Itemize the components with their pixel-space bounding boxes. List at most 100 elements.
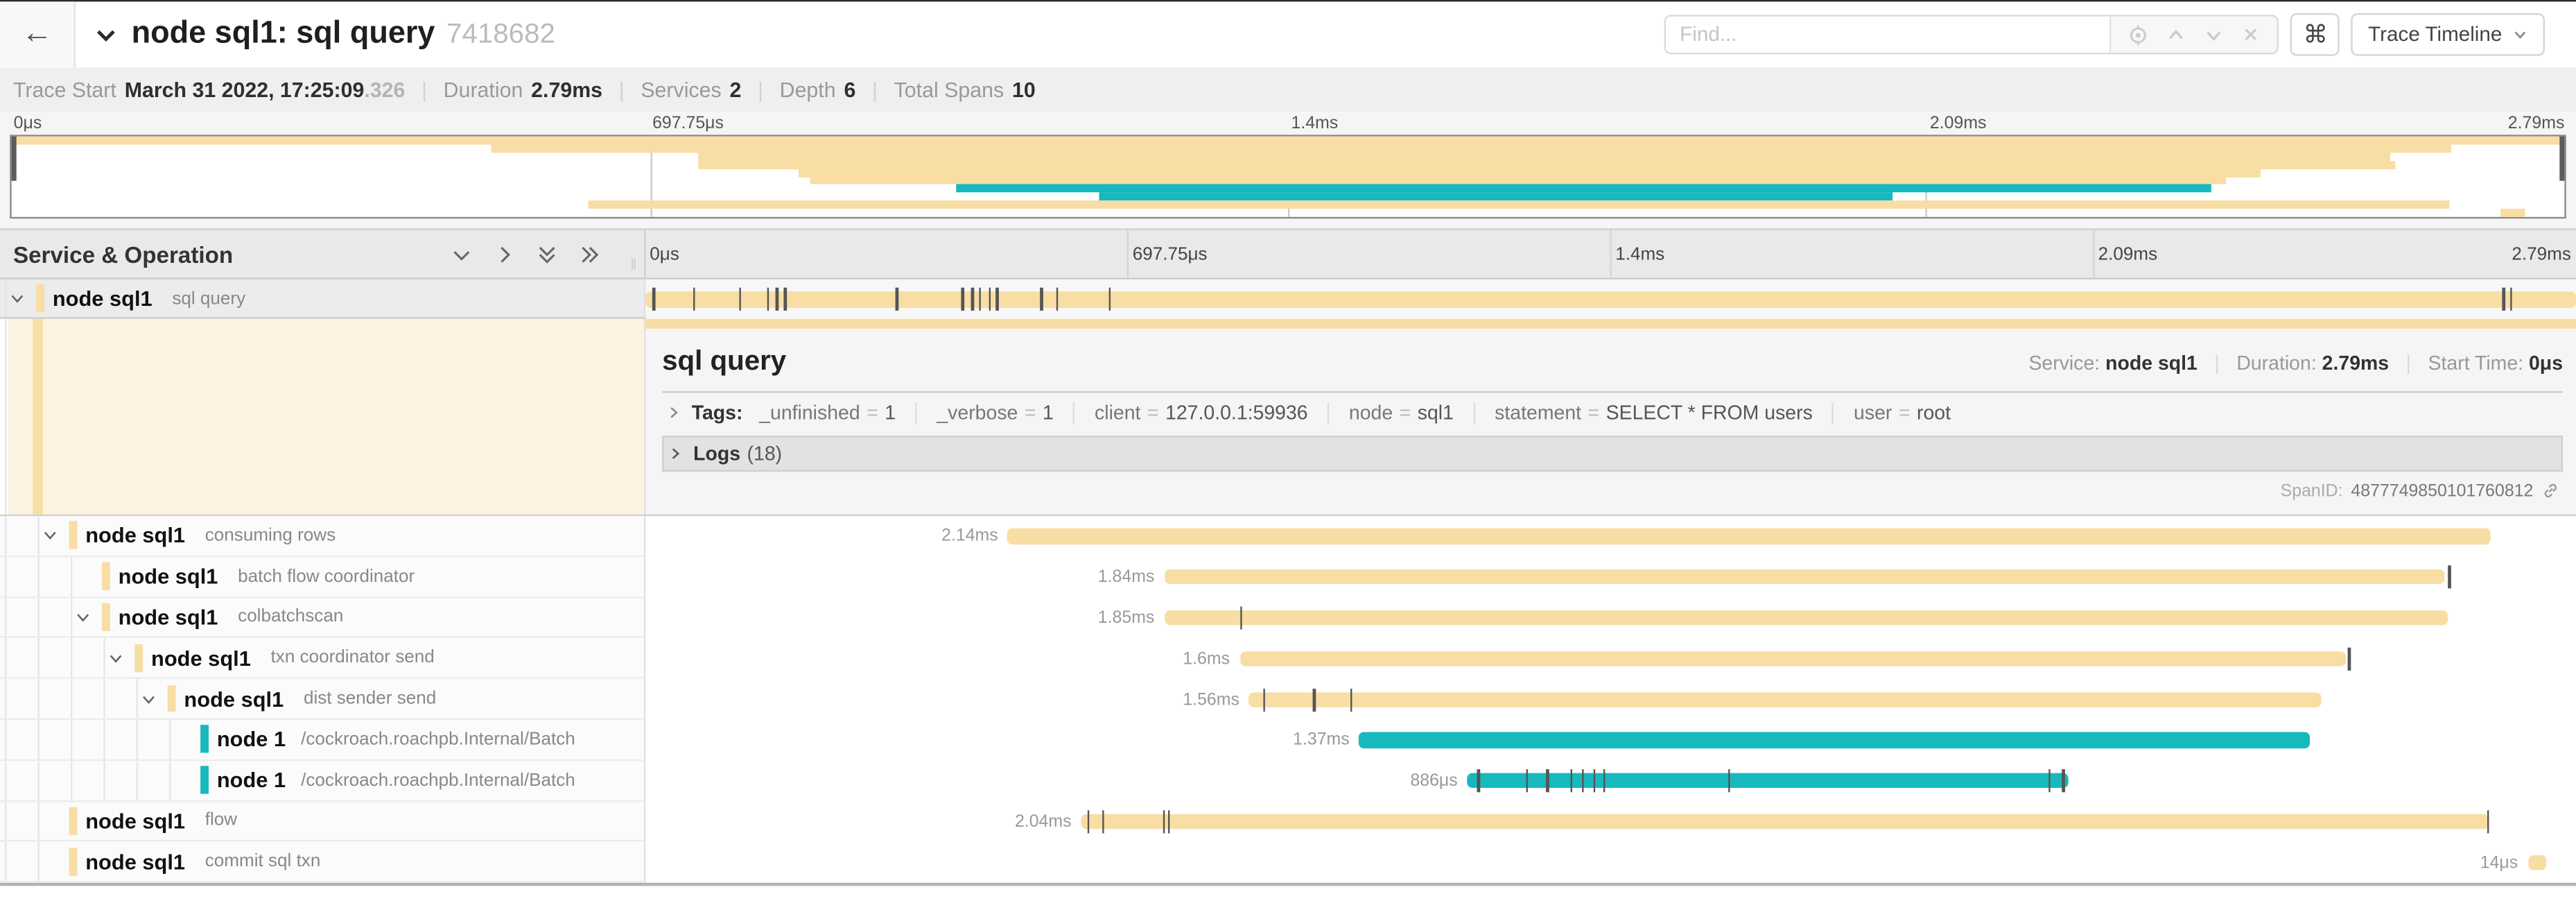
span-service-name: node sql1	[118, 564, 218, 589]
span-bar[interactable]	[645, 291, 2576, 307]
tag-item: _unfinished = 1	[759, 402, 896, 424]
collapse-all-double-chevron-down-icon[interactable]	[534, 243, 557, 266]
previous-result-chevron-up-icon[interactable]	[2166, 24, 2188, 45]
minimap-span-bar	[589, 200, 2449, 209]
span-tree-cell[interactable]: node sql1 dist sender send	[0, 679, 645, 720]
span-timeline-cell[interactable]: 14μs	[645, 842, 2576, 884]
separator: |	[758, 76, 763, 102]
chevron-down-icon[interactable]	[41, 526, 59, 544]
indent-guide	[5, 842, 7, 882]
span-timeline-cell[interactable]: 2.04ms	[645, 801, 2576, 843]
span-bar[interactable]	[2527, 854, 2548, 870]
span-tree-cell[interactable]: node sql1 txn coordinator send	[0, 638, 645, 680]
span-bar[interactable]	[1081, 814, 2489, 829]
expand-one-chevron-right-icon[interactable]	[492, 243, 515, 266]
viewport-right-scrubber[interactable]	[2559, 137, 2564, 181]
span-tree-cell[interactable]: node sql1 colbatchscan	[0, 597, 645, 639]
indent-guide	[169, 719, 171, 759]
span-bar[interactable]	[1164, 610, 2449, 626]
logs-label: Logs	[693, 442, 741, 465]
span-timeline-cell[interactable]: 2.14ms	[645, 516, 2576, 557]
chevron-down-icon[interactable]	[107, 649, 125, 667]
span-timeline-cell[interactable]: 1.85ms	[645, 597, 2576, 639]
log-marker-tick	[1087, 810, 1090, 834]
span-timeline-cell[interactable]: 886μs	[645, 760, 2576, 802]
log-marker-tick	[1592, 769, 1596, 793]
span-timeline-cell[interactable]	[645, 279, 2576, 320]
logs-accordion[interactable]: Logs (18)	[662, 435, 2564, 472]
span-row: node sql1 txn coordinator send 1.6ms	[0, 638, 2576, 680]
tag-key: _verbose	[937, 402, 1018, 425]
log-marker-tick	[1102, 810, 1105, 834]
chevron-down-icon[interactable]	[139, 689, 157, 707]
tags-accordion[interactable]: Tags: _unfinished = 1 _verbose = 1 clien…	[662, 396, 2563, 431]
span-timeline-cell[interactable]: 1.84ms	[645, 556, 2576, 598]
keyboard-shortcuts-button[interactable]: ⌘	[2290, 12, 2340, 56]
link-icon[interactable]	[2541, 483, 2559, 501]
next-result-chevron-down-icon[interactable]	[2204, 24, 2225, 45]
span-service-name: node sql1	[85, 849, 186, 875]
back-button[interactable]: ←	[0, 1, 76, 68]
span-tree-cell[interactable]: node sql1 sql query	[0, 279, 645, 320]
span-color-bar	[69, 848, 77, 876]
span-color-bar	[101, 603, 110, 631]
span-tree-cell[interactable]: node sql1 flow	[0, 801, 645, 843]
view-selector-button[interactable]: Trace Timeline	[2351, 12, 2545, 56]
log-marker-tick	[989, 288, 991, 311]
clear-search-close-icon[interactable]	[2242, 25, 2261, 44]
expand-all-double-chevron-right-icon[interactable]	[577, 243, 600, 266]
chevron-down-icon[interactable]	[74, 608, 92, 626]
span-bar[interactable]	[1007, 528, 2491, 544]
total-spans-value: 10	[1011, 76, 1036, 102]
span-timeline-cell[interactable]: 1.6ms	[645, 638, 2576, 680]
trace-id: 7418682	[446, 18, 555, 50]
span-bar[interactable]	[1239, 651, 2347, 666]
tag-equals: =	[867, 402, 878, 425]
chevron-down-icon[interactable]	[8, 290, 26, 308]
log-marker-tick	[766, 288, 769, 311]
span-detail-tree-cell	[0, 319, 645, 515]
viewport-left-scrubber[interactable]	[12, 137, 17, 181]
span-bar[interactable]	[1164, 569, 2445, 585]
top-bar: ← node sql1: sql query 7418682	[0, 0, 2576, 68]
column-resize-grip[interactable]: ‖	[630, 256, 638, 273]
collapse-trace-chevron-down-icon[interactable]	[94, 22, 119, 47]
span-operation-name: flow	[204, 811, 238, 831]
tag-separator	[1473, 402, 1475, 424]
span-bar[interactable]	[1467, 773, 2069, 789]
span-id-value: 4877749850101760812	[2351, 481, 2534, 501]
span-timeline-cell[interactable]: 1.37ms	[645, 719, 2576, 761]
indent-guide	[70, 556, 73, 596]
trace-minimap[interactable]	[10, 135, 2566, 218]
log-marker-tick	[979, 288, 982, 311]
span-tree-cell[interactable]: node sql1 batch flow coordinator	[0, 556, 645, 598]
command-icon: ⌘	[2303, 21, 2329, 50]
span-timeline-cell[interactable]: 1.56ms	[645, 679, 2576, 720]
service-operation-header: Service & Operation ‖	[0, 230, 645, 278]
timeline-ruler-header[interactable]: 0μs 697.75μs 1.4ms 2.09ms 2.79ms	[645, 230, 2576, 278]
indent-guide	[136, 760, 139, 800]
find-input[interactable]	[1666, 16, 2111, 53]
span-tree-cell[interactable]: node sql1 commit sql txn	[0, 842, 645, 884]
span-duration-label: 1.6ms	[1183, 648, 1230, 669]
tag-value: root	[1916, 402, 1951, 425]
span-tree-cell[interactable]: node 1 /cockroach.roachpb.Internal/Batch	[0, 760, 645, 802]
detail-starttime-value: 0μs	[2528, 352, 2564, 375]
tags-label: Tags:	[691, 402, 743, 425]
locate-icon[interactable]	[2128, 24, 2150, 45]
collapse-one-chevron-down-icon[interactable]	[449, 243, 472, 266]
span-service-name: node 1	[216, 768, 286, 793]
span-bar[interactable]	[1249, 691, 2322, 707]
detail-header: sql query Service: node sql1 | Duration:…	[662, 329, 2563, 378]
span-tree-cell[interactable]: node 1 /cockroach.roachpb.Internal/Batch	[0, 719, 645, 761]
log-marker-tick	[776, 288, 778, 311]
minimap-ruler-label: 1.4ms	[1291, 114, 1339, 134]
tag-item: statement = SELECT * FROM users	[1495, 402, 1813, 424]
tag-value: 1	[1042, 402, 1054, 425]
span-id-line: SpanID: 4877749850101760812	[2281, 481, 2560, 501]
log-marker-tick	[1239, 606, 1242, 630]
span-tree-cell[interactable]: node sql1 consuming rows	[0, 516, 645, 557]
span-bar[interactable]	[1359, 732, 2310, 748]
tag-key: _unfinished	[759, 402, 860, 425]
